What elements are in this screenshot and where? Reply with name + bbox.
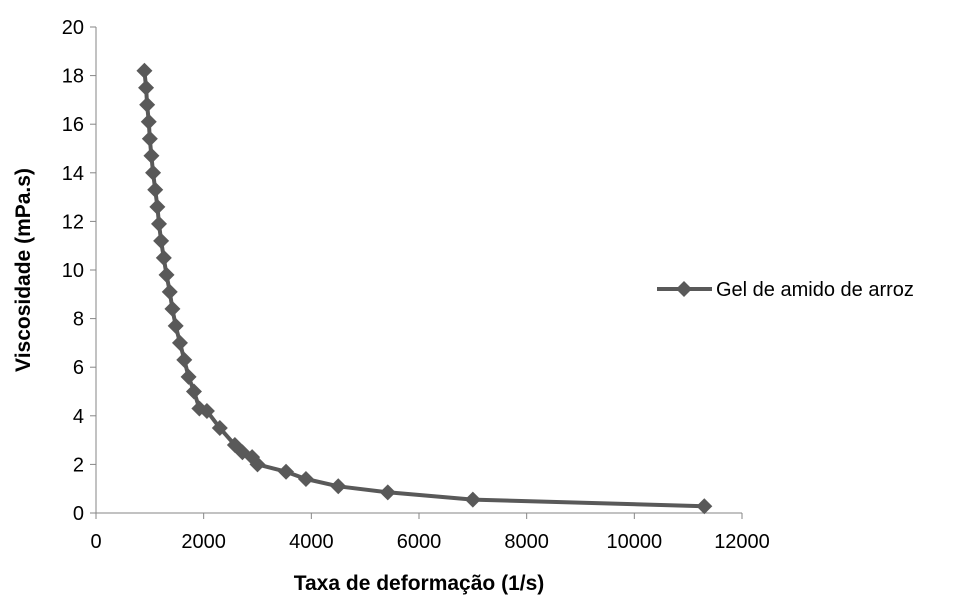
data-point-marker	[176, 351, 193, 368]
data-point-marker	[696, 498, 713, 515]
data-point-marker	[149, 198, 166, 215]
data-point-marker	[171, 334, 188, 351]
y-axis-title: Viscosidade (mPa.s)	[12, 168, 35, 372]
data-point-marker	[155, 249, 172, 266]
data-point-marker	[161, 283, 178, 300]
y-tick-label: 16	[62, 114, 84, 136]
x-tick-label: 12000	[714, 531, 770, 553]
y-tick-label: 18	[62, 66, 84, 88]
data-point-marker	[138, 79, 155, 96]
data-point-marker	[180, 368, 197, 385]
data-point-marker	[136, 62, 153, 79]
x-tick-label: 0	[90, 531, 101, 553]
series-line	[142, 70, 705, 509]
data-point-marker	[147, 181, 164, 198]
data-point-marker	[185, 383, 202, 400]
series-layer	[136, 62, 713, 515]
data-point-marker	[140, 113, 157, 130]
legend-label: Gel de amido de arroz	[716, 279, 914, 301]
data-point-marker	[164, 300, 181, 317]
y-tick-label: 6	[73, 357, 84, 379]
x-tick-label: 2000	[181, 531, 226, 553]
data-point-marker	[167, 317, 184, 334]
y-tick-label: 4	[73, 406, 84, 428]
y-tick-label: 20	[62, 17, 84, 39]
data-point-marker	[278, 463, 295, 480]
x-tick-label: 10000	[607, 531, 663, 553]
legend-marker-diamond	[676, 281, 692, 297]
data-point-marker	[297, 470, 314, 487]
data-point-marker	[379, 484, 396, 501]
data-point-marker	[139, 96, 156, 113]
y-tick-label: 12	[62, 211, 84, 233]
data-point-marker	[158, 266, 175, 283]
data-point-marker	[211, 419, 228, 436]
y-tick-label: 0	[73, 503, 84, 525]
data-point-marker	[249, 456, 266, 473]
x-axis-title: Taxa de deformação (1/s)	[294, 572, 545, 595]
data-point-marker	[330, 478, 347, 495]
axes-layer: 0 2 4 6 8 10 12 14 16 18 20 0 2000 4000 6000 8000 10000 1…	[62, 17, 770, 553]
data-point-marker	[145, 164, 162, 181]
y-tick-label: 14	[62, 163, 84, 185]
data-point-marker	[141, 130, 158, 147]
y-tick-label: 2	[73, 454, 84, 476]
x-tick-label: 4000	[289, 531, 334, 553]
data-point-marker	[150, 215, 167, 232]
data-point-marker	[143, 147, 160, 164]
y-tick-label: 8	[73, 309, 84, 331]
x-tick-label: 6000	[397, 531, 442, 553]
y-tick-label: 10	[62, 260, 84, 282]
legend: Gel de amido de arroz	[657, 279, 914, 301]
data-point-marker	[198, 402, 215, 419]
data-point-marker	[464, 491, 481, 508]
data-point-marker	[153, 232, 170, 249]
x-tick-label: 8000	[504, 531, 549, 553]
